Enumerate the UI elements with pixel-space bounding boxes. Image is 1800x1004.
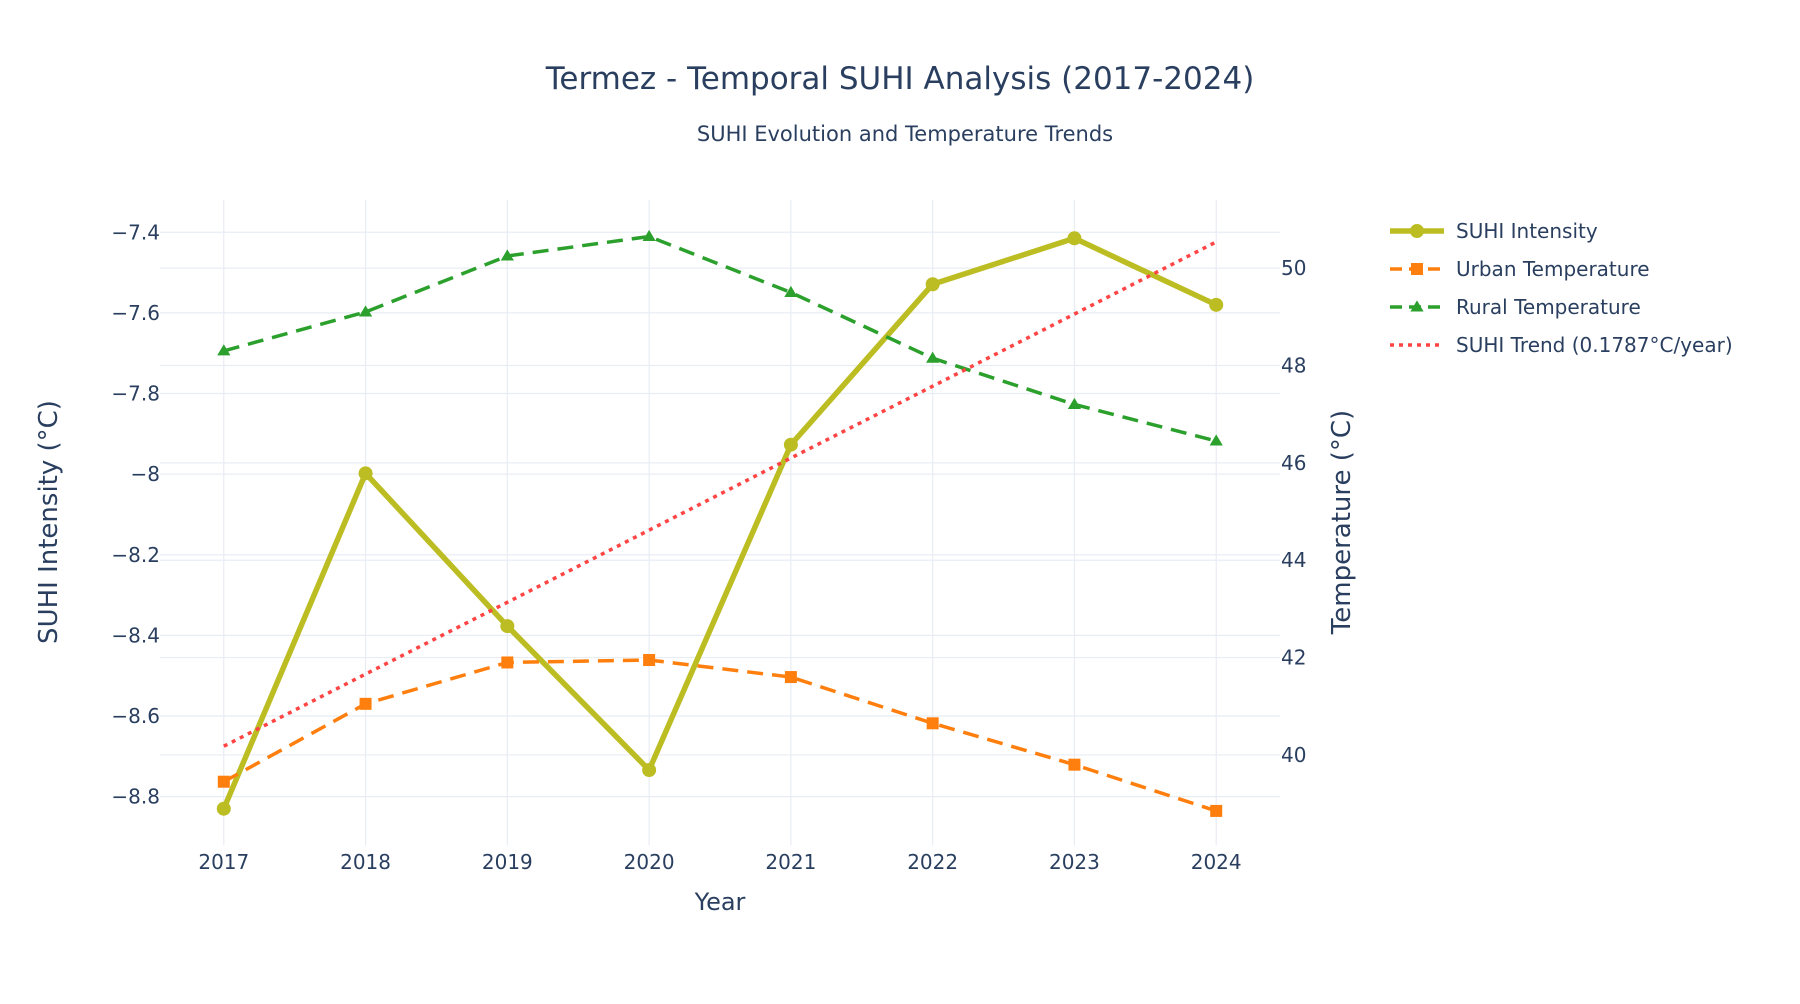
data-point bbox=[784, 285, 798, 297]
data-point bbox=[501, 656, 514, 669]
legend: SUHI Intensity Urban Temperature Rural Tem… bbox=[1390, 219, 1733, 357]
data-point bbox=[359, 697, 372, 710]
legend-marker bbox=[1411, 263, 1423, 275]
series-rural-temperature bbox=[217, 229, 1223, 446]
legend-marker bbox=[1410, 224, 1424, 238]
legend-label: SUHI Trend (0.1787°C/year) bbox=[1456, 333, 1733, 357]
y2-axis-title: Temperature (°C) bbox=[1327, 410, 1357, 635]
series-suhi-trend-0-1787-c-year bbox=[223, 240, 1217, 748]
data-point bbox=[358, 305, 373, 317]
data-point bbox=[1209, 297, 1224, 312]
data-point bbox=[784, 671, 797, 684]
x-tick-label: 2024 bbox=[1191, 850, 1242, 874]
chart-subtitle: SUHI Evolution and Temperature Trends bbox=[697, 122, 1113, 146]
y-tick-label: −8.4 bbox=[111, 623, 160, 647]
series-urban-temperature bbox=[217, 654, 1223, 817]
data-point bbox=[642, 229, 656, 242]
series-line bbox=[223, 234, 1217, 443]
y2-tick-label: 48 bbox=[1281, 354, 1306, 378]
data-point bbox=[925, 277, 940, 292]
data-point bbox=[643, 654, 656, 667]
legend-label: SUHI Intensity bbox=[1456, 219, 1598, 243]
y-axis-title: SUHI Intensity (°C) bbox=[34, 400, 64, 644]
grid-layer bbox=[160, 200, 1280, 845]
series-line bbox=[221, 235, 1218, 810]
data-point bbox=[500, 619, 515, 634]
legend-marker bbox=[1410, 300, 1424, 312]
x-tick-label: 2021 bbox=[765, 850, 816, 874]
legend-item[interactable]: Urban Temperature bbox=[1390, 257, 1650, 281]
data-point bbox=[1067, 397, 1082, 409]
y2-tick-label: 46 bbox=[1281, 451, 1306, 475]
y2-tick-label: 40 bbox=[1281, 743, 1306, 767]
data-point bbox=[216, 801, 231, 816]
axis-layer: 2017 2018 2019 2020 2021 2022 2023 2024 −8.8 −8.6… bbox=[111, 220, 1306, 874]
data-point bbox=[500, 249, 514, 261]
series-layer bbox=[216, 229, 1224, 817]
x-tick-label: 2019 bbox=[482, 850, 533, 874]
data-point bbox=[926, 351, 940, 363]
y-tick-label: −7.8 bbox=[111, 382, 160, 406]
legend-item[interactable]: Rural Temperature bbox=[1390, 295, 1641, 319]
data-point bbox=[1068, 758, 1081, 771]
x-tick-label: 2017 bbox=[198, 850, 249, 874]
data-point bbox=[783, 437, 798, 452]
y2-tick-label: 50 bbox=[1281, 256, 1306, 280]
data-point bbox=[217, 344, 231, 356]
x-tick-label: 2018 bbox=[340, 850, 391, 874]
x-tick-label: 2023 bbox=[1049, 850, 1100, 874]
data-point bbox=[642, 763, 657, 778]
x-tick-label: 2020 bbox=[624, 850, 675, 874]
y-tick-label: −8 bbox=[131, 462, 160, 486]
x-axis-title: Year bbox=[694, 888, 746, 916]
series-line bbox=[223, 240, 1217, 748]
y2-tick-label: 42 bbox=[1281, 646, 1306, 670]
x-tick-label: 2022 bbox=[907, 850, 958, 874]
legend-item[interactable]: SUHI Intensity bbox=[1390, 219, 1598, 243]
legend-label: Rural Temperature bbox=[1456, 295, 1641, 319]
y-tick-label: −8.6 bbox=[111, 704, 160, 728]
y-tick-label: −8.8 bbox=[111, 785, 160, 809]
y-tick-label: −7.6 bbox=[111, 301, 160, 325]
data-point bbox=[358, 466, 373, 481]
series-suhi-intensity bbox=[216, 231, 1224, 816]
y-tick-label: −8.2 bbox=[111, 543, 160, 567]
data-point bbox=[1209, 434, 1223, 446]
chart-title: Termez - Temporal SUHI Analysis (2017-20… bbox=[545, 61, 1255, 97]
data-point bbox=[217, 775, 230, 788]
data-point bbox=[1067, 231, 1082, 246]
legend-label: Urban Temperature bbox=[1456, 257, 1650, 281]
data-point bbox=[1210, 804, 1223, 817]
y2-tick-label: 44 bbox=[1281, 548, 1306, 572]
series-line bbox=[222, 658, 1217, 813]
legend-item[interactable]: SUHI Trend (0.1787°C/year) bbox=[1390, 333, 1733, 357]
data-point bbox=[926, 717, 939, 730]
y-tick-label: −7.4 bbox=[111, 220, 160, 244]
